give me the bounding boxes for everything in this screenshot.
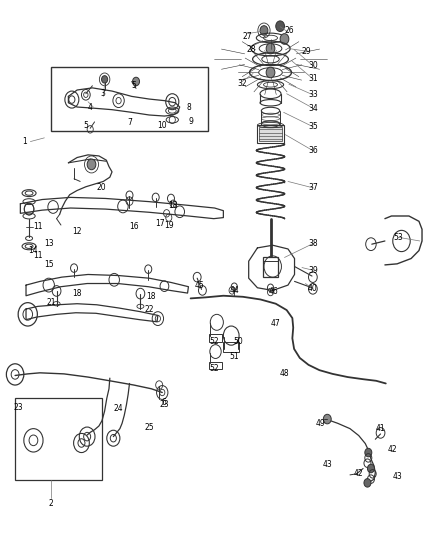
Text: 37: 37 bbox=[308, 183, 318, 192]
Text: 25: 25 bbox=[145, 423, 154, 432]
Circle shape bbox=[280, 34, 289, 44]
Text: 34: 34 bbox=[308, 103, 318, 112]
Circle shape bbox=[266, 43, 275, 54]
Text: 12: 12 bbox=[72, 228, 82, 237]
Text: 7: 7 bbox=[127, 118, 132, 127]
Text: 23: 23 bbox=[13, 403, 23, 412]
Text: 53: 53 bbox=[393, 233, 403, 242]
Bar bbox=[209, 334, 223, 342]
Text: 14: 14 bbox=[28, 246, 38, 255]
Text: 26: 26 bbox=[284, 27, 293, 36]
Text: 43: 43 bbox=[322, 460, 332, 469]
Text: 36: 36 bbox=[308, 146, 318, 155]
Bar bbox=[15, 398, 102, 480]
Text: 16: 16 bbox=[129, 222, 139, 231]
Text: 46: 46 bbox=[268, 287, 279, 296]
Text: 28: 28 bbox=[246, 45, 256, 54]
Text: 13: 13 bbox=[44, 239, 53, 248]
Text: 43: 43 bbox=[392, 472, 402, 481]
Text: 47: 47 bbox=[271, 319, 281, 328]
Text: 23: 23 bbox=[159, 400, 169, 409]
Bar bbox=[209, 362, 222, 368]
Text: 41: 41 bbox=[376, 424, 385, 433]
Text: 33: 33 bbox=[308, 90, 318, 99]
Text: 22: 22 bbox=[145, 304, 154, 313]
Text: 21: 21 bbox=[46, 297, 56, 306]
Bar bbox=[258, 125, 284, 143]
Text: 27: 27 bbox=[243, 32, 252, 41]
Text: 31: 31 bbox=[308, 74, 318, 83]
Text: 18: 18 bbox=[147, 292, 156, 301]
Text: 19: 19 bbox=[164, 221, 173, 230]
Text: 24: 24 bbox=[114, 404, 124, 413]
Text: 9: 9 bbox=[188, 117, 193, 126]
Bar bbox=[263, 257, 279, 277]
Text: 30: 30 bbox=[308, 61, 318, 70]
Bar bbox=[51, 67, 208, 131]
Text: 11: 11 bbox=[33, 252, 42, 260]
Text: 45: 45 bbox=[194, 280, 204, 289]
Text: 18: 18 bbox=[168, 201, 178, 210]
Text: 44: 44 bbox=[230, 286, 239, 295]
Circle shape bbox=[260, 26, 268, 35]
Circle shape bbox=[367, 464, 374, 473]
Text: 32: 32 bbox=[237, 78, 247, 87]
Text: 49: 49 bbox=[316, 419, 325, 428]
Text: 51: 51 bbox=[230, 352, 239, 361]
Text: 20: 20 bbox=[96, 183, 106, 192]
Text: 39: 39 bbox=[308, 266, 318, 274]
Text: 29: 29 bbox=[301, 47, 311, 55]
Text: 35: 35 bbox=[308, 122, 318, 131]
Text: 11: 11 bbox=[33, 222, 42, 231]
Bar bbox=[259, 127, 282, 141]
Text: 50: 50 bbox=[233, 337, 243, 346]
Circle shape bbox=[276, 21, 285, 31]
Circle shape bbox=[365, 448, 372, 457]
Text: 6: 6 bbox=[162, 398, 167, 407]
Bar bbox=[223, 342, 239, 352]
Text: 52: 52 bbox=[210, 337, 219, 346]
Text: 48: 48 bbox=[280, 369, 290, 378]
Text: 2: 2 bbox=[49, 498, 53, 507]
Text: 1: 1 bbox=[22, 137, 27, 146]
Text: 38: 38 bbox=[308, 239, 318, 248]
Text: 42: 42 bbox=[354, 470, 364, 478]
Text: 8: 8 bbox=[186, 102, 191, 111]
Circle shape bbox=[364, 479, 371, 487]
Text: 10: 10 bbox=[157, 121, 167, 130]
Circle shape bbox=[133, 77, 140, 86]
Text: 17: 17 bbox=[155, 220, 165, 229]
Text: 42: 42 bbox=[388, 446, 398, 455]
Circle shape bbox=[266, 67, 275, 78]
Circle shape bbox=[323, 414, 331, 424]
Text: 5: 5 bbox=[83, 121, 88, 130]
Circle shape bbox=[102, 76, 108, 83]
Text: 18: 18 bbox=[72, 288, 82, 297]
Text: 15: 15 bbox=[44, 261, 53, 269]
Text: 40: 40 bbox=[308, 284, 318, 293]
Text: 5: 5 bbox=[131, 81, 136, 90]
Text: 52: 52 bbox=[209, 364, 219, 373]
Circle shape bbox=[87, 159, 96, 169]
Text: 4: 4 bbox=[88, 102, 93, 111]
Text: 3: 3 bbox=[101, 89, 106, 98]
